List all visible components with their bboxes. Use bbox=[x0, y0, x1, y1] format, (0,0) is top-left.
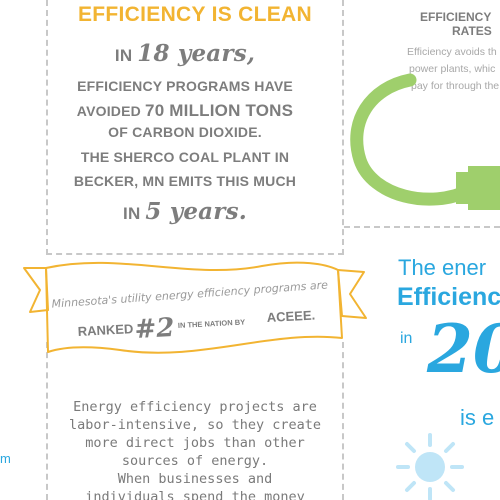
jobs-line-5: When businesses and bbox=[117, 471, 273, 487]
divider-left-top bbox=[46, 0, 48, 255]
ribbon-left-fold bbox=[45, 267, 49, 311]
clean-line-6: BECKER, MN EMITS THIS MUCH bbox=[73, 173, 297, 189]
ribbon-right-tail bbox=[337, 269, 367, 319]
rates-body-1: Efficiency avoids th bbox=[407, 46, 497, 58]
blue-line-4: is e bbox=[460, 405, 495, 430]
rates-title-2: RATES bbox=[452, 24, 492, 38]
clean-line-3-prefix: AVOIDED bbox=[76, 103, 141, 119]
divider-right-top bbox=[342, 0, 344, 255]
clean-line-7-prefix: IN bbox=[123, 204, 141, 223]
clean-years-18: 18 years, bbox=[137, 40, 256, 67]
blue-line-2: Efficienc bbox=[397, 283, 500, 311]
ribbon-nation-label: IN THE NATION BY bbox=[178, 317, 246, 330]
clean-co2-tons: 70 MILLION TONS bbox=[145, 101, 294, 120]
jobs-line-3: more direct jobs than other bbox=[85, 435, 305, 451]
clean-line-1-prefix: IN bbox=[114, 46, 133, 65]
rates-body-2: power plants, whic bbox=[409, 63, 496, 75]
jobs-line-2: labor-intensive, so they create bbox=[69, 417, 321, 433]
left-edge-fragment: m bbox=[0, 451, 11, 466]
ribbon-right-fold bbox=[337, 269, 343, 317]
rates-title-1: EFFICIENCY bbox=[420, 10, 492, 24]
divider-right-bottom bbox=[342, 342, 344, 500]
divider-right-panel bbox=[344, 226, 500, 228]
blue-line-3-small: in bbox=[400, 330, 413, 347]
jobs-line-6: individuals spend the money bbox=[85, 489, 305, 500]
clean-line-7: IN 5 years. bbox=[40, 198, 330, 225]
rates-body-3: pay for through the bbox=[411, 80, 500, 92]
ribbon-rank-value: #2 bbox=[134, 313, 175, 345]
blue-line-1: The ener bbox=[398, 255, 487, 280]
power-plug-icon bbox=[350, 73, 500, 210]
ribbon-left-tail bbox=[23, 267, 49, 313]
jobs-line-1: Energy efficiency projects are bbox=[73, 399, 317, 415]
clean-line-2: EFFICIENCY PROGRAMS HAVE bbox=[77, 78, 293, 94]
clean-line-5: THE SHERCO COAL PLANT IN bbox=[80, 149, 290, 165]
ribbon-aceee: ACEEE. bbox=[266, 307, 315, 325]
ribbon-line-1: Minnesota's utility energy efficiency pr… bbox=[51, 278, 328, 310]
sun-icon bbox=[396, 433, 464, 500]
divider-left-bottom bbox=[46, 342, 48, 500]
blue-line-3-big: 20 bbox=[427, 310, 500, 388]
clean-line-3: AVOIDED 70 MILLION TONS bbox=[40, 101, 330, 121]
jobs-line-4: sources of energy. bbox=[121, 453, 269, 469]
divider-center bbox=[46, 253, 344, 255]
ribbon-main-body bbox=[45, 261, 343, 354]
clean-years-5: 5 years. bbox=[145, 198, 247, 225]
clean-line-4: OF CARBON DIOXIDE. bbox=[108, 124, 262, 140]
ribbon-ranked-label: RANKED bbox=[77, 321, 133, 339]
clean-title: EFFICIENCY IS CLEAN bbox=[77, 3, 312, 26]
clean-line-1: IN 18 years, bbox=[40, 40, 330, 67]
